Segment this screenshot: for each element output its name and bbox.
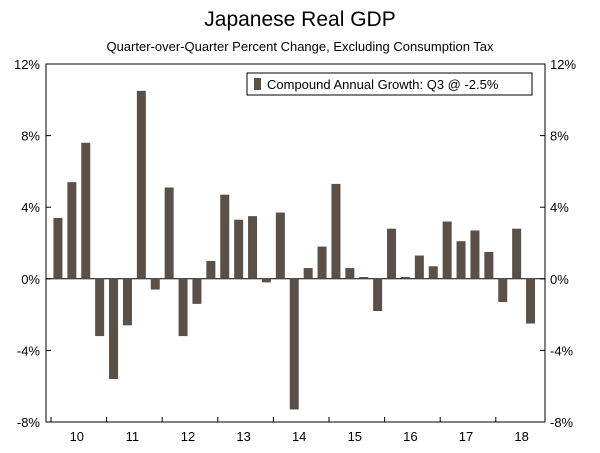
bar bbox=[261, 278, 271, 283]
x-tick-label: 15 bbox=[348, 429, 362, 444]
legend-box bbox=[246, 72, 533, 96]
bar bbox=[289, 278, 299, 410]
bar bbox=[234, 219, 244, 279]
bar bbox=[317, 246, 327, 279]
bar bbox=[498, 278, 508, 303]
y-tick-label-left: 8% bbox=[21, 129, 40, 144]
x-tick-label: 16 bbox=[403, 429, 417, 444]
y-tick-label-right: -4% bbox=[550, 343, 574, 358]
bar bbox=[526, 278, 536, 324]
bars bbox=[53, 90, 536, 410]
bar bbox=[470, 230, 480, 279]
bar bbox=[512, 228, 522, 279]
bar bbox=[164, 187, 174, 279]
bar bbox=[122, 278, 132, 326]
x-tick-label: 10 bbox=[70, 429, 84, 444]
legend-swatch bbox=[254, 78, 261, 90]
bar bbox=[248, 216, 258, 279]
bar bbox=[456, 241, 466, 279]
y-axis-right: 12% 8% 4% 0% -4% -8% bbox=[540, 57, 576, 430]
bar bbox=[81, 142, 91, 279]
bar bbox=[484, 251, 494, 279]
bar bbox=[303, 268, 313, 279]
legend: Compound Annual Growth: Q3 @ -2.5% bbox=[246, 72, 533, 96]
bar bbox=[136, 90, 146, 279]
y-tick-label-right: 0% bbox=[550, 272, 569, 287]
bar bbox=[95, 278, 105, 337]
bar bbox=[428, 266, 438, 279]
x-axis: 10 11 12 13 14 15 16 17 18 bbox=[50, 417, 529, 444]
bar bbox=[442, 221, 452, 279]
y-tick-label-left: -8% bbox=[17, 415, 41, 430]
y-tick-label-right: 8% bbox=[550, 129, 569, 144]
bar bbox=[206, 260, 216, 279]
y-tick-label-right: 12% bbox=[550, 57, 576, 72]
plot-frame bbox=[45, 63, 546, 423]
bar bbox=[400, 277, 410, 279]
x-tick-label: 18 bbox=[514, 429, 528, 444]
y-tick-label-left: 4% bbox=[21, 200, 40, 215]
chart-subtitle: Quarter-over-Quarter Percent Change, Exc… bbox=[106, 39, 494, 54]
x-tick-label: 13 bbox=[236, 429, 250, 444]
y-axis-left: 12% 8% 4% 0% -4% -8% bbox=[14, 57, 51, 430]
bar bbox=[331, 183, 341, 279]
bar bbox=[275, 212, 285, 279]
y-tick-label-left: 0% bbox=[21, 272, 40, 287]
bar bbox=[220, 194, 230, 279]
bar bbox=[373, 278, 383, 312]
y-tick-label-left: 12% bbox=[14, 57, 40, 72]
bar bbox=[359, 277, 369, 279]
chart-title: Japanese Real GDP bbox=[204, 8, 396, 31]
bar bbox=[178, 278, 188, 337]
x-tick-label: 12 bbox=[181, 429, 195, 444]
legend-label: Compound Annual Growth: Q3 @ -2.5% bbox=[267, 77, 499, 92]
x-tick-label: 11 bbox=[126, 429, 140, 444]
y-tick-label-left: -4% bbox=[17, 343, 41, 358]
bar bbox=[414, 255, 424, 279]
x-tick-label: 17 bbox=[459, 429, 473, 444]
y-tick-label-right: 4% bbox=[550, 200, 569, 215]
bar bbox=[53, 217, 63, 279]
bar bbox=[387, 228, 397, 279]
bar bbox=[150, 278, 160, 290]
bar bbox=[109, 278, 119, 380]
bar bbox=[192, 278, 202, 304]
bar bbox=[67, 182, 77, 279]
y-tick-label-right: -8% bbox=[550, 415, 574, 430]
bar bbox=[345, 268, 355, 279]
x-tick-label: 14 bbox=[292, 429, 306, 444]
